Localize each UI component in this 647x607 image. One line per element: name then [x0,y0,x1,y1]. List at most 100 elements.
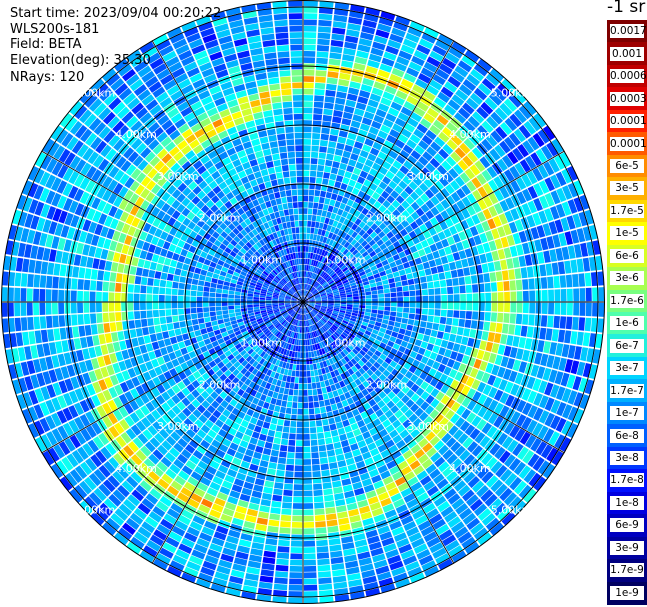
range-gate-cell [369,365,378,373]
range-gate-cell [481,220,491,232]
range-gate-cell [330,283,337,288]
range-gate-cell [434,136,446,148]
range-gate-cell [276,552,290,559]
range-gate-cell [444,376,454,387]
range-gate-cell [291,300,297,302]
range-gate-cell [365,298,372,302]
range-gate-cell [318,287,324,292]
range-gate-cell [574,346,582,360]
range-gate-cell [305,307,308,314]
range-gate-cell [127,494,141,507]
range-gate-cell [321,317,327,323]
range-gate-cell [371,87,384,97]
range-gate-cell [254,327,261,333]
range-gate-cell [317,368,323,376]
range-gate-cell [255,523,267,532]
range-gate-cell [338,466,348,474]
range-gate-cell [357,44,371,53]
range-gate-cell [113,453,125,466]
range-gate-cell [163,424,174,435]
range-gate-cell [513,128,526,143]
range-gate-cell [292,395,298,402]
range-gate-cell [279,333,284,340]
range-gate-cell [428,336,436,345]
range-gate-cell [260,310,267,314]
range-gate-cell [294,306,299,311]
range-gate-cell [197,404,206,414]
range-gate-cell [379,255,387,262]
range-gate-cell [340,439,349,448]
range-gate-cell [497,292,504,302]
range-gate-cell [537,164,549,179]
range-gate-cell [381,57,395,67]
range-gate-cell [149,488,162,500]
range-gate-cell [45,289,52,302]
range-gate-cell [327,260,333,267]
range-gate-cell [354,362,362,370]
range-gate-cell [56,410,68,424]
range-gate-cell [412,345,420,353]
range-gate-cell [470,246,479,256]
range-gate-cell [347,262,354,269]
range-gate-cell [321,281,327,287]
range-gate-cell [146,310,153,318]
range-gate-cell [327,292,333,296]
range-gate-cell [280,514,292,522]
range-gate-cell [461,55,476,68]
range-gate-cell [366,258,374,265]
range-gate-cell [14,287,21,302]
range-gate-cell [234,291,241,296]
range-gate-cell [269,314,275,319]
range-gate-cell [39,357,48,372]
range-gate-cell [121,302,127,311]
range-gate-cell [204,554,219,565]
range-gate-cell [318,262,323,269]
range-gate-cell [220,231,228,239]
range-gate-cell [198,340,206,348]
range-gate-cell [343,258,350,264]
range-gate-cell [281,432,289,439]
range-gate-cell [319,279,325,285]
range-gate-cell [172,343,180,351]
range-gate-cell [39,275,47,288]
range-gate-cell [84,476,97,491]
range-gate-cell [318,26,331,33]
range-gate-cell [307,320,311,326]
range-gate-cell [384,509,397,519]
range-gate-cell [584,272,592,287]
range-gate-cell [303,377,307,384]
range-gate-cell [484,493,498,507]
range-gate-cell [440,287,447,295]
range-gate-cell [546,447,559,462]
range-gate-cell [346,383,353,391]
range-gate-cell [157,176,167,187]
range-gate-cell [20,302,27,316]
range-gate-cell [378,373,387,382]
range-gate-cell [350,282,357,287]
range-gate-cell [303,339,306,346]
range-gate-cell [505,394,515,407]
range-gate-cell [244,378,252,386]
range-gate-cell [466,517,481,531]
range-gate-cell [308,304,315,307]
range-gate-cell [281,334,286,341]
range-gate-cell [485,302,492,312]
range-gate-cell [260,308,267,311]
range-gate-cell [458,250,467,260]
range-gate-cell [385,329,393,336]
range-gate-cell [508,132,521,146]
range-gate-cell [324,324,330,330]
range-gate-cell [242,255,250,262]
range-gate-cell [326,252,331,259]
range-gate-cell [121,522,136,536]
range-gate-cell [499,405,510,418]
range-gate-cell [194,419,204,429]
range-gate-cell [118,393,129,405]
range-gate-cell [188,555,203,566]
range-gate-cell [303,107,313,114]
range-gate-cell [317,432,325,439]
range-gate-cell [374,438,385,447]
range-gate-cell [216,349,224,357]
range-gate-cell [523,488,537,503]
range-gate-cell [77,144,89,158]
